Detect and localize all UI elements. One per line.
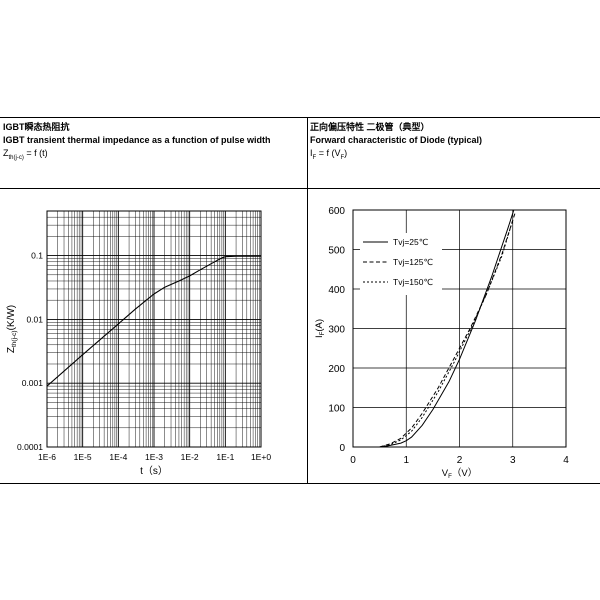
right-formula-mid: = f (V xyxy=(316,148,341,158)
x-tick-label: 2 xyxy=(457,455,463,466)
legend-label: Tvj=150℃ xyxy=(393,277,433,287)
x-tick-label: 1E-4 xyxy=(109,452,127,462)
x-tick-label: 1E-5 xyxy=(74,452,92,462)
y-tick-label: 100 xyxy=(328,404,345,415)
x-tick-label: 1E-3 xyxy=(145,452,163,462)
table-top-border xyxy=(0,117,600,118)
series-line-1 xyxy=(382,209,515,448)
y-tick-label: 0.01 xyxy=(26,314,43,324)
right-formula: IF = f (VF) xyxy=(310,147,347,165)
left-formula: Zth(j-c) = f (t) xyxy=(3,147,48,165)
right-plot-frame xyxy=(352,209,567,448)
left-gridlines xyxy=(46,210,261,448)
left-formula-lhs: Z xyxy=(3,148,9,158)
x-tick-label: 1E-2 xyxy=(181,452,199,462)
right-formula-lhs-sub: F xyxy=(312,154,317,161)
y-tick-label: 0.001 xyxy=(22,378,44,388)
x-tick-label: 1E-6 xyxy=(38,452,56,462)
left-title-en: IGBT transient thermal impedance as a fu… xyxy=(3,135,271,145)
right-title-cn: 正向偏压特性 二极管（典型） xyxy=(310,122,430,132)
forward-characteristic-chart: 0 1 2 3 4 0 100 200 300 400 500 600 VF（V） IF(A) Tvj=25… xyxy=(314,206,569,480)
y-tick-label: 400 xyxy=(328,285,345,296)
x-tick-label: 1E-1 xyxy=(216,452,234,462)
legend-label: Tvj=125℃ xyxy=(393,257,433,267)
left-formula-sub: th(j-c) xyxy=(8,154,24,161)
x-tick-label: 1 xyxy=(403,455,409,466)
y-tick-label: 600 xyxy=(328,206,345,217)
table-bottom-border xyxy=(0,483,600,484)
x-axis-label: VF（V） xyxy=(442,467,477,480)
series-line-zth xyxy=(46,255,261,387)
right-formula-end: ) xyxy=(344,148,348,158)
right-title-en: Forward characteristic of Diode (typical… xyxy=(310,135,483,145)
y-tick-label: 0.0001 xyxy=(17,442,43,452)
y-tick-label: 300 xyxy=(328,325,345,336)
y-tick-label: 0.1 xyxy=(31,251,43,261)
x-axis-label: t（s） xyxy=(140,465,168,477)
y-tick-label: 500 xyxy=(328,246,345,257)
y-axis-label: Zth(j-c)(K/W) xyxy=(6,305,18,353)
left-title-cn: IGBT瞬态热阻抗 xyxy=(3,122,70,132)
table-column-divider xyxy=(307,117,308,484)
series-line-3 xyxy=(379,219,514,448)
x-tick-label: 4 xyxy=(563,455,569,466)
legend-background xyxy=(360,233,442,295)
right-formula-lhs: I xyxy=(310,148,313,158)
legend: Tvj=25℃ Tvj=125℃ Tvj=150℃ xyxy=(360,233,442,295)
x-tick-label: 3 xyxy=(510,455,516,466)
right-formula-mid-sub: F xyxy=(340,154,345,161)
x-tick-label: 0 xyxy=(350,455,356,466)
y-tick-label: 0 xyxy=(339,443,345,454)
thermal-impedance-chart: 1E-6 1E-5 1E-4 1E-3 1E-2 1E-1 1E+0 0.0001 0.001 0… xyxy=(6,210,271,477)
series-line-2 xyxy=(379,211,516,448)
y-tick-label: 200 xyxy=(328,364,345,375)
left-plot-frame xyxy=(46,210,262,448)
y-axis-label: IF(A) xyxy=(314,319,326,338)
table-header-divider xyxy=(0,188,600,189)
left-formula-rhs: = f (t) xyxy=(23,148,48,158)
legend-label: Tvj=25℃ xyxy=(393,237,429,247)
x-tick-label: 1E+0 xyxy=(251,452,271,462)
